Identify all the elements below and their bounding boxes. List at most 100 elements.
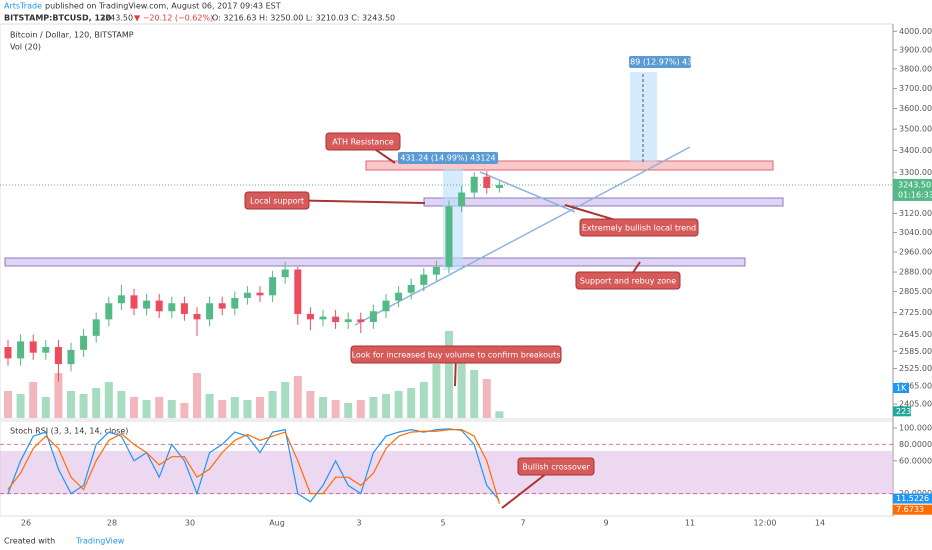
- volume-bar: [54, 373, 63, 418]
- y-tick-label: 2645.00: [899, 330, 932, 339]
- candle-body: [407, 284, 415, 293]
- resistance-zone: [365, 160, 774, 171]
- candle-body: [206, 303, 214, 320]
- candle-body: [143, 300, 151, 309]
- y-tick-label: 3300.00: [899, 168, 932, 177]
- volume-bar: [432, 364, 441, 418]
- x-tick-label: 14: [815, 519, 825, 528]
- author[interactable]: ArtsTrade: [4, 2, 42, 11]
- volume-bar: [79, 394, 88, 418]
- candle-body: [4, 347, 12, 359]
- candle-body: [332, 316, 340, 323]
- measure-box: [629, 56, 691, 68]
- candle-body: [395, 292, 403, 301]
- volume-bar: [117, 391, 126, 418]
- stoch-last-box: [893, 493, 932, 504]
- x-tick-label: 28: [107, 519, 117, 528]
- volume-bar: [281, 382, 290, 418]
- candle-body: [117, 295, 125, 304]
- volume-bar: [29, 382, 38, 418]
- x-tick-label: 11: [685, 519, 695, 528]
- change: ▼ −20.12 (−0.62%): [134, 14, 213, 23]
- candle-body: [432, 266, 440, 275]
- published: published on TradingView.com, August 06,…: [45, 2, 281, 11]
- footer-brand[interactable]: TradingView: [75, 537, 125, 546]
- candle-body: [281, 269, 289, 278]
- callout-box: [517, 457, 595, 476]
- callout-box: [325, 132, 401, 151]
- candle-body: [180, 303, 188, 314]
- stoch-tick-label: 60.0000: [899, 456, 932, 465]
- candle-body: [80, 335, 88, 350]
- volume-bar: [331, 400, 340, 418]
- candle-body: [42, 347, 50, 353]
- volume-bar: [495, 411, 504, 418]
- callout-box: [244, 191, 310, 210]
- callout-box: [575, 271, 681, 290]
- volume-bar: [344, 403, 353, 418]
- y-tick-label: 2405.00: [899, 400, 932, 409]
- y-tick-label: 2465.00: [899, 382, 932, 391]
- stoch-last-label: 7.6733: [896, 505, 924, 514]
- measure-text: 432.89 (12.97%) 43289: [612, 58, 707, 67]
- volume-tick-box: [893, 383, 909, 393]
- x-tick-label: Aug: [269, 519, 285, 528]
- y-tick-label: 3900.00: [899, 45, 932, 54]
- volume-bar: [419, 382, 428, 418]
- volume-bar: [167, 400, 176, 418]
- callout-box: [350, 345, 562, 364]
- callout-text: Support and rebuy zone: [580, 277, 676, 286]
- volume-bar: [41, 397, 50, 418]
- y-tick-label: 2880.00: [899, 268, 932, 277]
- candle-body: [483, 176, 491, 188]
- stoch-title: Stoch RSI (3, 3, 14, 14, close): [10, 427, 128, 436]
- y-tick-label: 3400.00: [899, 146, 932, 155]
- volume-label: Vol (20): [10, 43, 41, 52]
- candle-body: [269, 277, 277, 296]
- candle-body: [29, 341, 37, 353]
- candle-body: [319, 316, 327, 320]
- candle-body: [54, 347, 62, 365]
- candle-body: [382, 300, 390, 312]
- measure-text: 431.24 (14.99%) 43124: [400, 154, 495, 163]
- candle-body: [369, 311, 377, 323]
- volume-bar: [104, 382, 113, 418]
- stoch-line: [7, 429, 500, 504]
- x-tick-label: 30: [185, 519, 195, 528]
- volume-bar: [180, 403, 189, 418]
- candle-body: [67, 349, 75, 365]
- volume-bar: [130, 397, 138, 418]
- callout-text: Local support: [250, 197, 304, 206]
- candle-body: [231, 297, 239, 309]
- volume-bar: [92, 388, 101, 418]
- volume-bar: [243, 400, 252, 418]
- y-tick-label: 2525.00: [899, 364, 932, 373]
- volume-bar: [155, 397, 164, 418]
- volume-last-label: 223: [896, 407, 911, 416]
- volume-bar: [482, 379, 491, 418]
- countdown: 01:16:33: [898, 190, 932, 199]
- volume-bar: [382, 394, 390, 418]
- rebuy-zone: [4, 257, 746, 267]
- stoch-tick-label: 100.0000: [899, 424, 932, 433]
- y-tick-label: 2585.00: [899, 347, 932, 356]
- candle-body: [130, 295, 138, 309]
- chart-title: Bitcoin / Dollar, 120, BITSTAMP: [10, 31, 134, 40]
- candle-body: [92, 319, 100, 336]
- volume-bar: [142, 400, 151, 418]
- candle-body: [105, 303, 113, 320]
- support-zone: [423, 197, 784, 207]
- stoch-tick-label: 80.0000: [899, 440, 932, 449]
- y-tick-label: 2725.00: [899, 308, 932, 317]
- candle-body: [420, 274, 428, 285]
- volume-bar: [319, 397, 327, 418]
- volume-bar: [205, 394, 214, 418]
- last: 3243.50: [100, 14, 133, 23]
- volume-bar: [256, 397, 264, 418]
- volume-bar: [407, 388, 416, 418]
- y-tick-label: 3120.00: [899, 209, 932, 218]
- x-tick-label: 3: [356, 519, 361, 528]
- volume-bar: [306, 391, 315, 418]
